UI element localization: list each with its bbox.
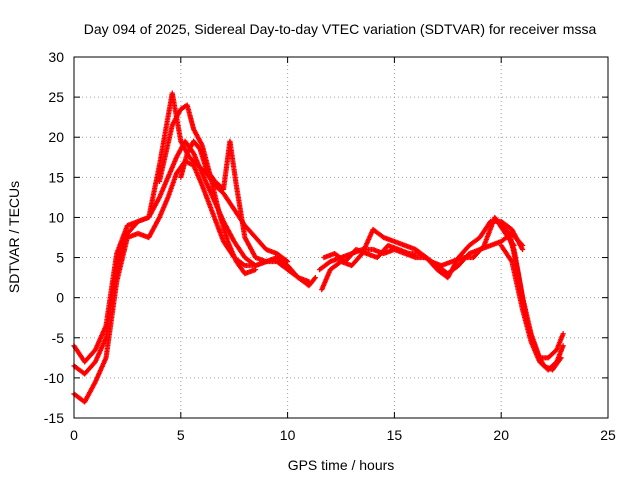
y-tick-label: 20	[48, 129, 64, 145]
data-point	[560, 331, 566, 337]
series-track-8	[321, 214, 517, 269]
x-tick-label: 20	[493, 427, 509, 443]
x-tick-label: 25	[600, 427, 616, 443]
x-tick-label: 10	[280, 427, 296, 443]
y-axis-label: SDTVAR / TECUs	[6, 181, 22, 293]
series-track-7	[319, 218, 526, 293]
y-tick-label: -15	[44, 410, 64, 426]
series-track-5	[178, 138, 269, 265]
data-point	[560, 343, 566, 349]
series-track-11	[498, 242, 566, 373]
x-tick-label: 5	[177, 427, 185, 443]
series-track-3	[71, 90, 291, 365]
points-layer	[71, 90, 566, 405]
x-tick-label: 15	[387, 427, 403, 443]
y-tick-label: 0	[56, 290, 64, 306]
y-tick-label: 15	[48, 169, 64, 185]
y-tick-label: -5	[52, 330, 65, 346]
y-tick-label: 30	[48, 49, 64, 65]
y-tick-label: 5	[56, 250, 64, 266]
data-point	[252, 266, 259, 273]
data-point	[285, 258, 291, 265]
grid-layer	[74, 57, 608, 418]
tick-layer: 0 5 10 15 20 25 -15 -10 -5 0 5 10 15 20 25 30	[44, 49, 616, 443]
data-point	[519, 246, 526, 253]
y-tick-label: -10	[44, 370, 64, 386]
data-point	[312, 275, 318, 281]
x-axis-label: GPS time / hours	[288, 457, 395, 473]
chart-title: Day 094 of 2025, Sidereal Day-to-day VTE…	[84, 21, 597, 37]
x-tick-label: 0	[70, 427, 78, 443]
data-point	[263, 258, 269, 265]
plot-frame	[73, 56, 609, 419]
series-track-4	[156, 102, 259, 277]
y-tick-label: 10	[48, 209, 64, 225]
y-tick-label: 25	[48, 89, 64, 105]
